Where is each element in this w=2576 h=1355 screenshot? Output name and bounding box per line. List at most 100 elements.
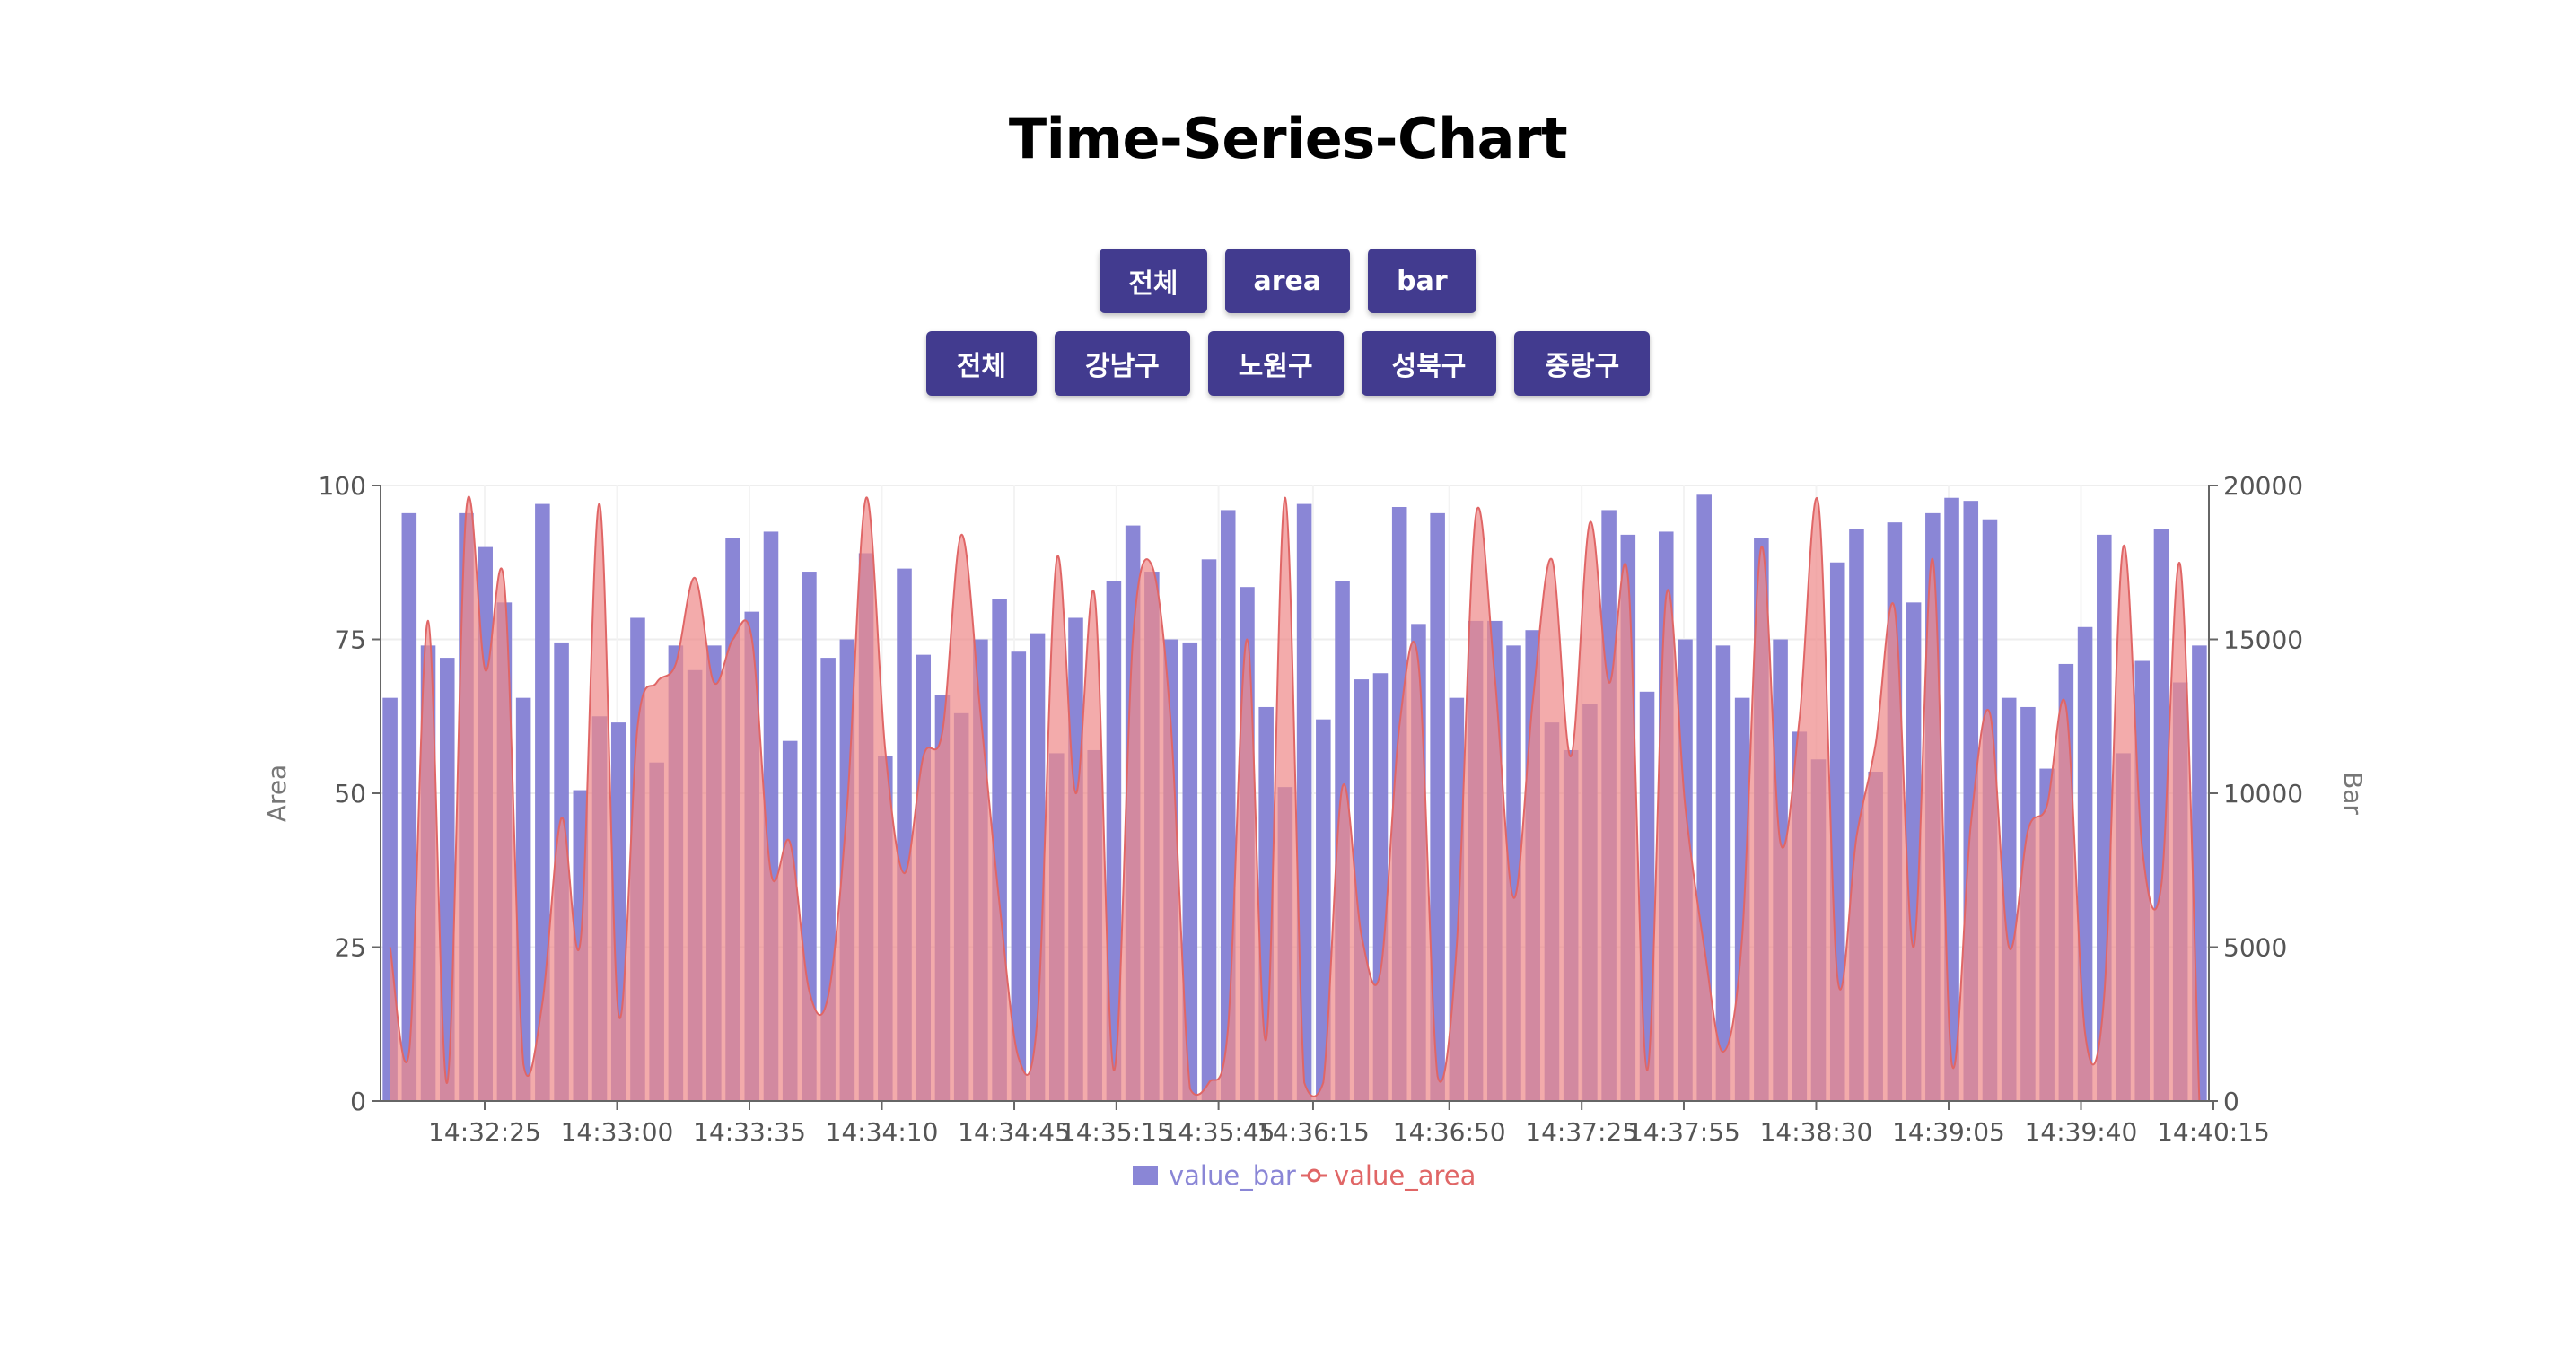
x-tick-label: 14:33:35: [693, 1117, 806, 1147]
region-filter-all-button[interactable]: 전체: [925, 331, 1037, 396]
x-tick-label: 14:36:50: [1393, 1117, 1506, 1147]
bar-mark: [1182, 642, 1198, 1101]
bar-mark: [2020, 706, 2036, 1101]
bar-mark: [897, 568, 912, 1101]
bar-mark: [1125, 525, 1141, 1101]
x-tick-label: 14:37:55: [1627, 1117, 1740, 1147]
bar-mark: [1754, 538, 1769, 1101]
bar-mark: [1620, 534, 1636, 1101]
bar-mark: [1678, 639, 1693, 1101]
bar-mark: [1087, 749, 1102, 1101]
y-left-tick-label: 0: [350, 1087, 366, 1116]
bar-mark: [763, 531, 779, 1101]
bar-mark: [858, 553, 874, 1101]
x-tick-label: 14:34:45: [958, 1117, 1071, 1147]
type-filter-area-button[interactable]: area: [1224, 249, 1351, 313]
legend-bar-swatch: [1133, 1166, 1158, 1185]
y-left-tick-label: 50: [334, 779, 366, 809]
bar-mark: [1411, 624, 1426, 1101]
bar-mark: [649, 762, 664, 1101]
bar-mark: [1849, 529, 1864, 1101]
bar-mark: [1430, 512, 1445, 1101]
x-tick-label: 14:35:45: [1162, 1117, 1275, 1147]
bar-mark: [1106, 581, 1122, 1101]
bar-mark: [1639, 691, 1655, 1101]
bar-mark: [439, 658, 455, 1101]
chart-legend: value_bar value_area: [1133, 1160, 1476, 1191]
bar-mark: [820, 658, 836, 1101]
region-filter-gangnam-button[interactable]: 강남구: [1054, 331, 1190, 396]
bar-mark: [610, 722, 626, 1101]
bar-mark: [2153, 529, 2169, 1101]
y-right-tick-label: 10000: [2223, 779, 2303, 809]
type-filter-group: 전체 area bar: [0, 249, 2576, 313]
area-series: [389, 495, 2201, 1102]
region-filter-nowon-button[interactable]: 노원구: [1207, 331, 1344, 396]
bar-mark: [1792, 731, 1808, 1101]
bar-mark: [630, 617, 645, 1101]
bar-mark: [2116, 753, 2131, 1101]
bar-mark: [1925, 512, 1941, 1101]
bar-mark: [382, 697, 398, 1101]
bar-mark: [591, 716, 608, 1101]
y-right-tick-label: 5000: [2223, 933, 2287, 963]
bar-mark: [535, 503, 550, 1101]
bar-mark: [1810, 759, 1827, 1101]
area-fill: [390, 496, 2200, 1101]
bar-mark: [459, 512, 474, 1101]
bar-mark: [554, 642, 569, 1101]
bar-mark: [1658, 531, 1674, 1101]
bar-mark: [1982, 519, 1998, 1101]
bar-mark: [916, 654, 932, 1101]
bar-mark: [1696, 494, 1712, 1101]
page-title: Time-Series-Chart: [1008, 106, 1568, 171]
y-right-tick-label: 0: [2223, 1087, 2239, 1116]
chart-grid: [381, 485, 2209, 1102]
bar-mark: [1258, 706, 1274, 1101]
bar-mark: [706, 645, 722, 1101]
bar-mark: [1601, 510, 1617, 1101]
y-right-tick-label: 20000: [2223, 471, 2303, 501]
bar-mark: [573, 790, 589, 1101]
bar-mark: [1963, 501, 1979, 1101]
bar-mark: [1391, 507, 1407, 1101]
y-right-tick-label: 15000: [2223, 625, 2303, 655]
type-filter-bar-button[interactable]: bar: [1368, 249, 1476, 313]
bar-mark: [744, 611, 760, 1101]
x-tick-label: 14:39:05: [1892, 1117, 2005, 1147]
bar-mark: [1277, 787, 1293, 1101]
bar-mark: [802, 572, 817, 1101]
bar-mark: [1335, 581, 1350, 1101]
region-filter-jungnang-button[interactable]: 중랑구: [1514, 331, 1651, 396]
x-tick-label: 14:40:15: [2157, 1117, 2270, 1147]
bar-mark: [1544, 722, 1560, 1101]
bar-mark: [1316, 719, 1331, 1101]
bar-mark: [1220, 510, 1236, 1101]
bar-mark: [878, 756, 893, 1101]
y-left-tick-label: 25: [334, 933, 366, 963]
bar-mark: [1715, 645, 1731, 1101]
y-axis-right-title: Bar: [2338, 772, 2368, 815]
bar-mark: [478, 546, 493, 1101]
bar-mark: [1048, 753, 1065, 1101]
bar-mark: [1773, 639, 1788, 1101]
bar-mark: [1201, 559, 1217, 1101]
legend-area-marker: [1307, 1168, 1321, 1183]
region-filter-seongbuk-button[interactable]: 성북구: [1361, 331, 1497, 396]
x-tick-label: 14:37:25: [1525, 1117, 1638, 1147]
x-tick-label: 14:34:10: [826, 1117, 939, 1147]
bar-mark: [973, 639, 988, 1101]
region-filter-group: 전체 강남구 노원구 성북구 중랑구: [0, 331, 2576, 396]
type-filter-all-button[interactable]: 전체: [1100, 249, 1207, 313]
x-tick-label: 14:33:00: [561, 1117, 674, 1147]
x-tick-label: 14:32:25: [428, 1117, 541, 1147]
bar-mark: [1906, 602, 1922, 1101]
y-axis-left-title: Area: [262, 765, 292, 822]
bar-mark: [687, 669, 703, 1101]
bar-mark: [2058, 663, 2074, 1101]
bar-mark: [2134, 660, 2151, 1101]
bar-mark: [1354, 679, 1370, 1101]
bar-mark: [953, 712, 969, 1101]
bar-mark: [1011, 651, 1027, 1101]
